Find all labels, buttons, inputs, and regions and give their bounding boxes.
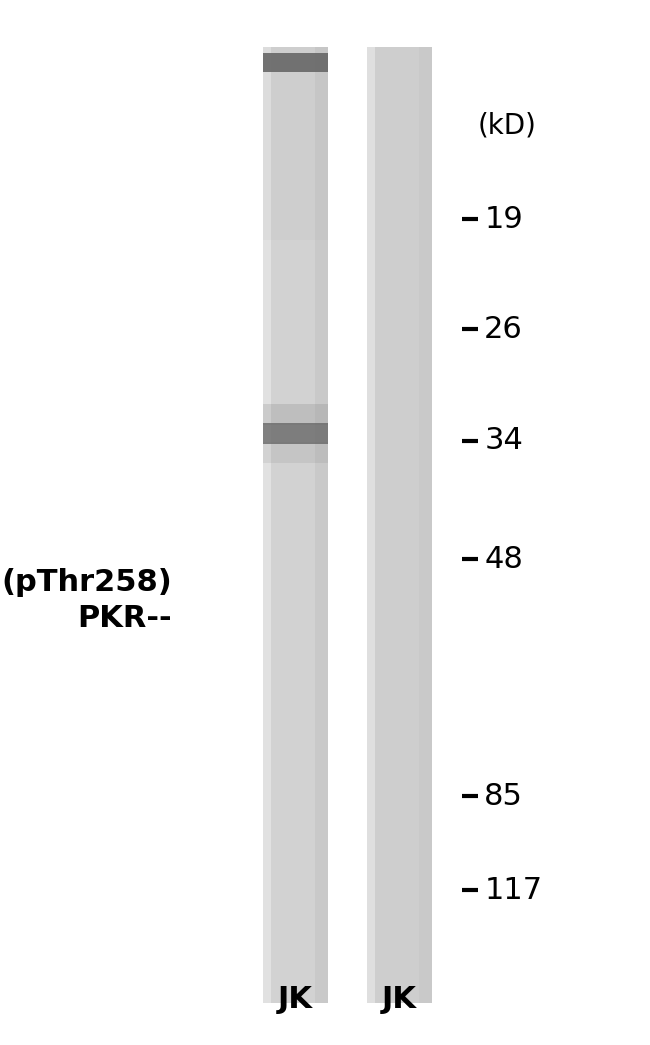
Text: 85: 85 — [484, 782, 523, 811]
Text: PKR--: PKR-- — [77, 604, 172, 633]
Text: JK: JK — [278, 984, 313, 1014]
Bar — [263, 404, 328, 425]
Text: 19: 19 — [484, 205, 523, 234]
Bar — [367, 47, 375, 1003]
Text: (pThr258): (pThr258) — [1, 567, 172, 597]
Bar — [315, 47, 328, 1003]
Text: (kD): (kD) — [478, 112, 537, 139]
Text: 26: 26 — [484, 315, 523, 344]
Bar — [263, 47, 328, 1003]
Bar — [419, 47, 432, 1003]
Bar — [263, 53, 328, 72]
Text: 117: 117 — [484, 876, 542, 905]
Text: 48: 48 — [484, 544, 523, 574]
Bar — [263, 47, 271, 1003]
Bar — [263, 47, 328, 240]
Text: JK: JK — [382, 984, 417, 1014]
Bar — [367, 47, 432, 1003]
Bar — [263, 423, 328, 444]
Bar — [263, 442, 328, 463]
Text: 34: 34 — [484, 426, 523, 456]
